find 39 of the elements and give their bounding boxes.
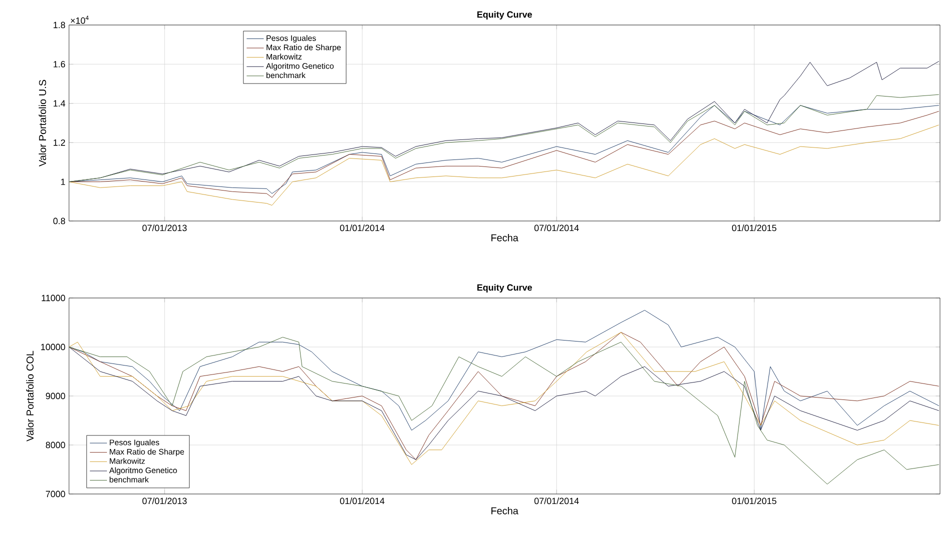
y-axis-title: Valor Portafolio U.S: [38, 80, 46, 166]
legend-label: Markowitz: [266, 54, 302, 60]
x-tick-label: 01/01/2015: [732, 498, 776, 504]
y-tick-label: 0.8: [53, 218, 66, 224]
legend-label: benchmark: [110, 476, 149, 482]
y-tick-label: 1.2: [54, 139, 66, 146]
x-tick-label: 07/01/2014: [534, 498, 579, 504]
x-axis-title: Fecha: [491, 234, 518, 242]
y-tick-label: 8000: [46, 442, 66, 448]
x-tick-label: 07/01/2014: [534, 224, 579, 232]
y-tick-label: 1.6: [54, 61, 66, 68]
legend-label: Algoritmo Genetico: [109, 467, 177, 475]
x-axis-title: Fecha: [491, 506, 518, 514]
y-axis-title: Valor Portafolio COL: [26, 350, 34, 442]
x-tick-label: 07/01/2013: [142, 498, 187, 504]
y-tick-label: 11000: [42, 294, 66, 302]
legend-label: Algoritmo Genetico: [266, 62, 334, 70]
x-tick-label: 01/01/2015: [732, 224, 776, 232]
line-series: [69, 94, 940, 182]
line-series: [69, 124, 940, 206]
x-tick-label: 01/01/2014: [340, 224, 384, 232]
y-tick-label: 9000: [46, 392, 66, 400]
y-tick-label: 1.4: [54, 100, 66, 106]
chart-title: Equity Curve: [477, 284, 532, 292]
legend-label: Pesos Iguales: [110, 439, 160, 447]
legend-label: Max Ratio de Sharpe: [266, 44, 341, 52]
y-tick-label: 1.8: [54, 22, 66, 28]
text: ×10$^{4}$: [70, 16, 89, 24]
chart-title: Equity Curve: [477, 11, 532, 20]
legend-label: Markowitz: [110, 458, 145, 464]
x-tick-label: 07/01/2013: [142, 224, 187, 232]
x-tick-label: 01/01/2014: [340, 498, 384, 504]
y-tick-label: 10000: [41, 344, 66, 350]
legend-label: Max Ratio de Sharpe: [110, 448, 184, 456]
y-tick-label: 7000: [46, 490, 66, 498]
legend-label: Pesos Iguales: [266, 35, 316, 43]
legend-label: benchmark: [266, 72, 306, 78]
line-series: [69, 336, 940, 484]
y-tick-label: 1: [61, 178, 66, 185]
